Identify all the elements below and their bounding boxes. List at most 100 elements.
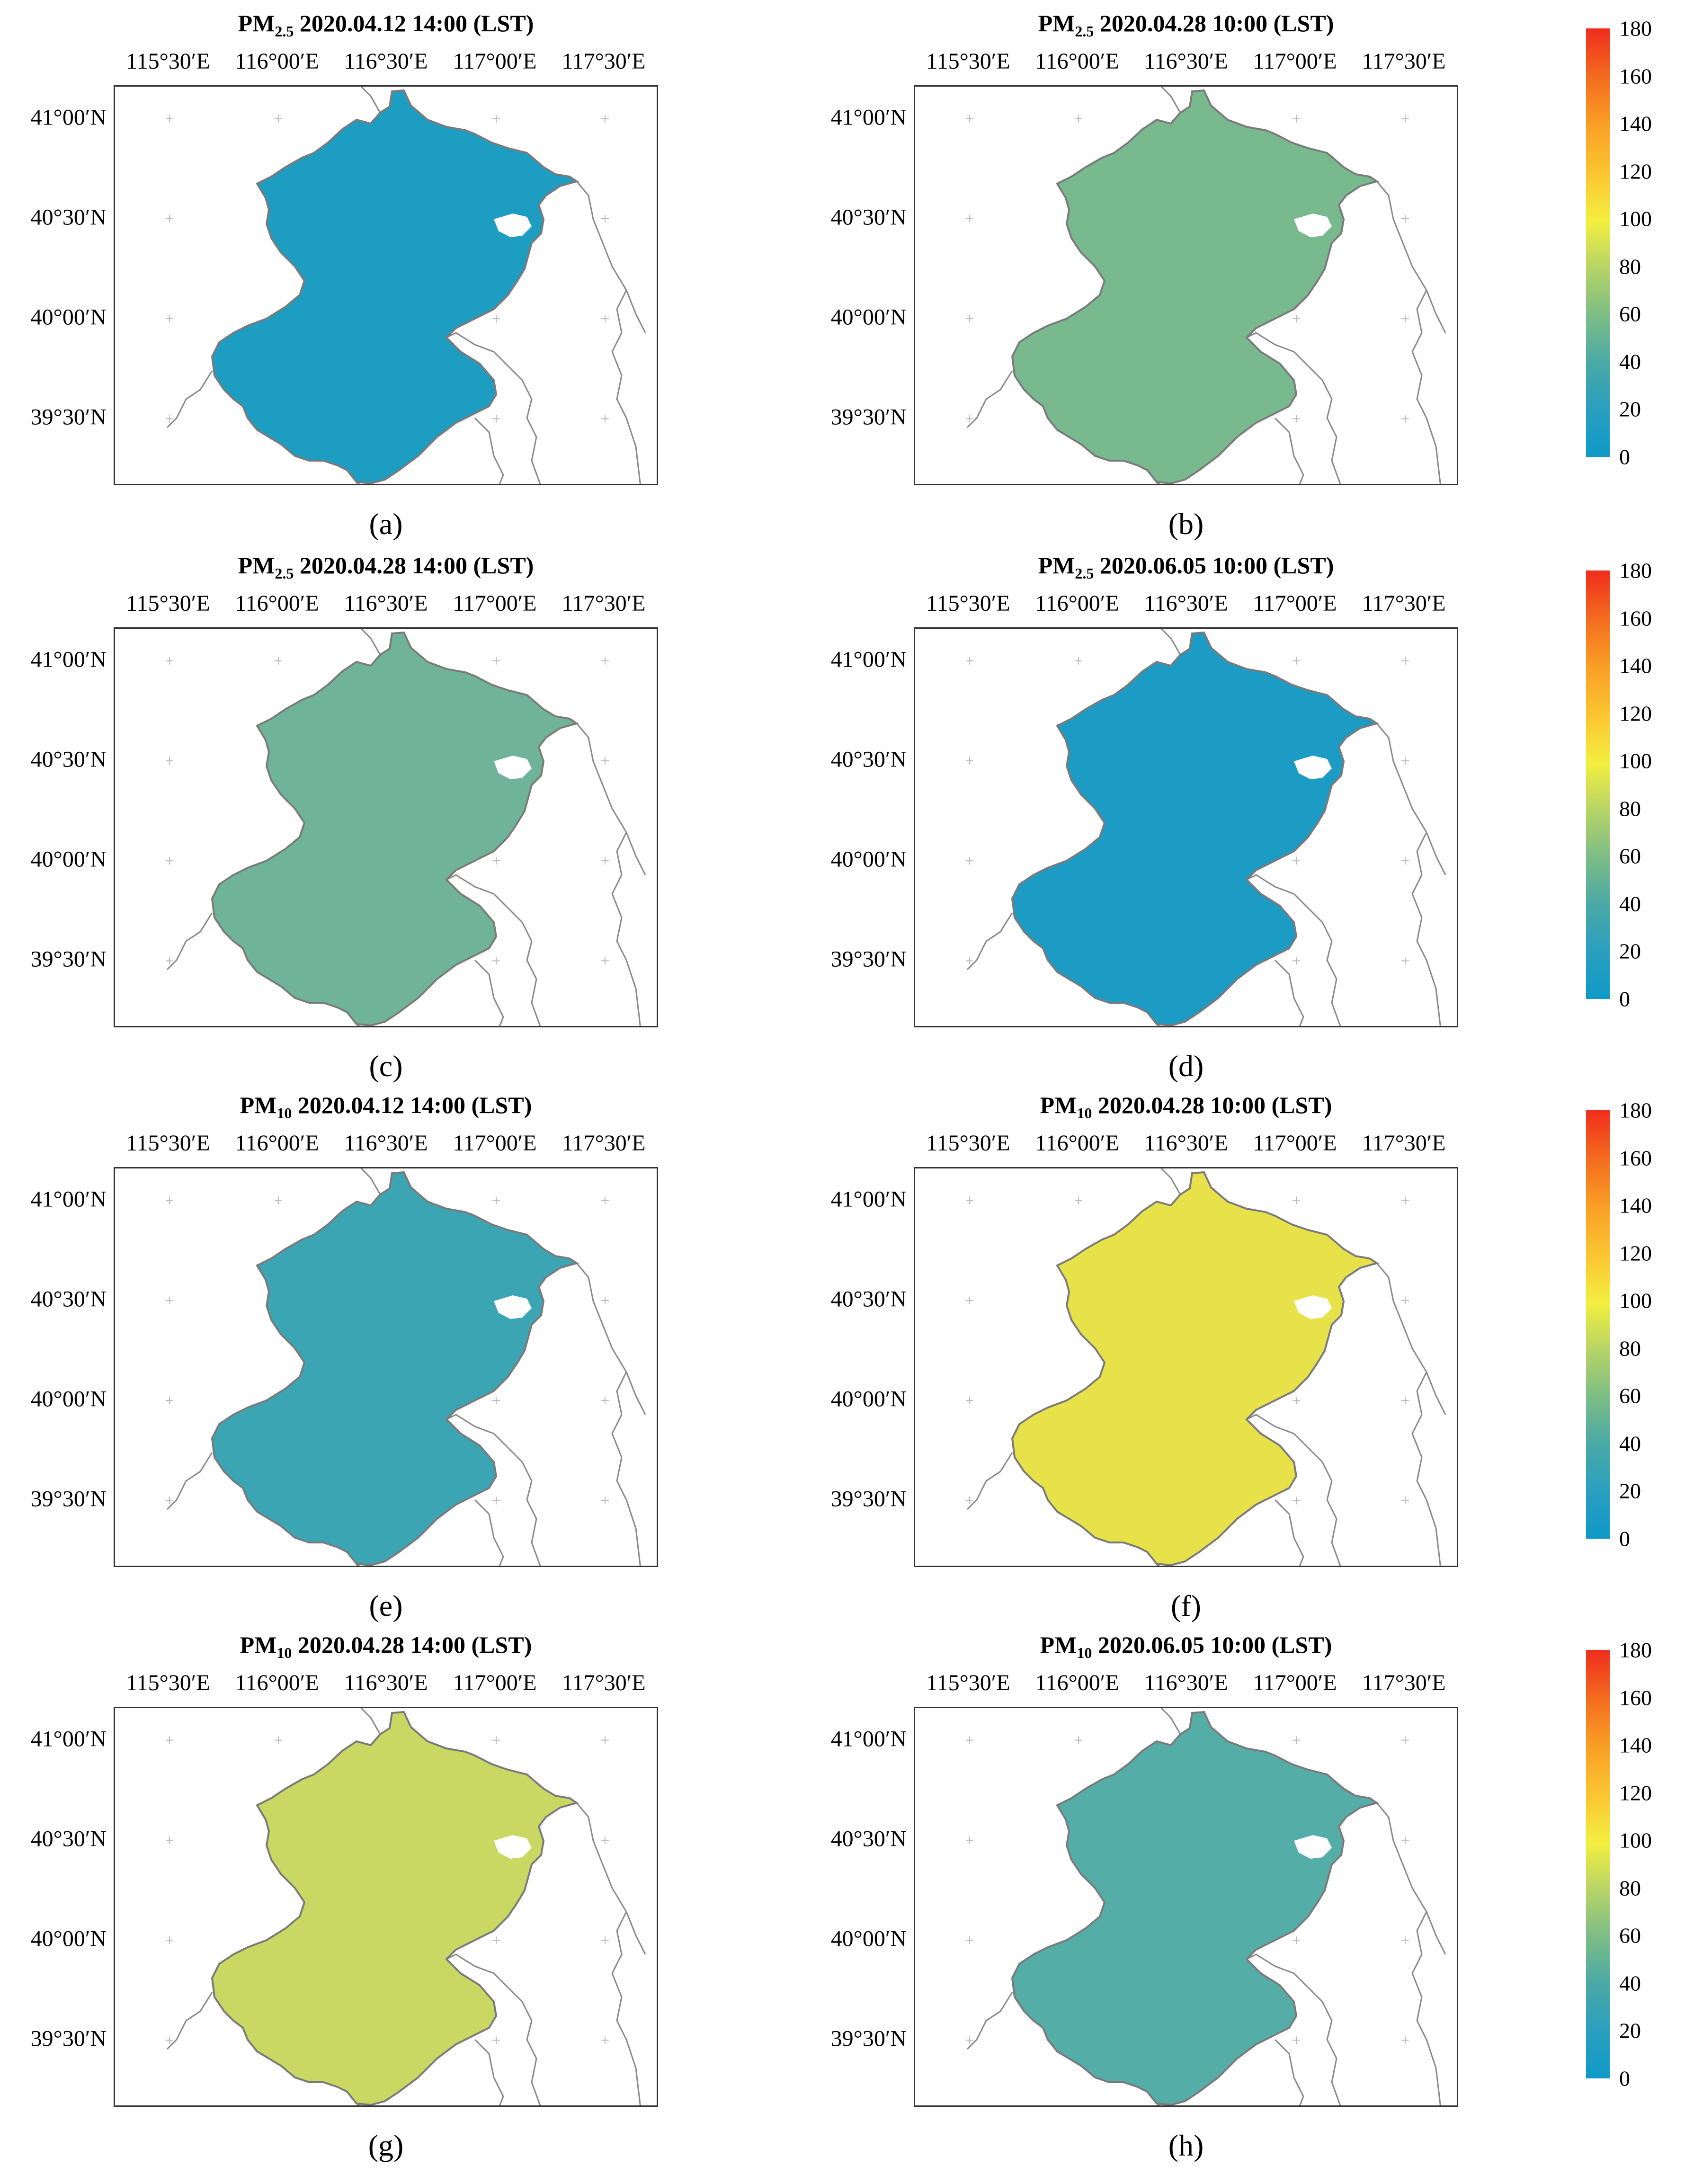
lat-tick-label: 39°30′N xyxy=(830,404,907,430)
lon-tick-label: 117°30′E xyxy=(562,591,646,616)
graticule-cross xyxy=(1401,1736,1409,1744)
map-frame xyxy=(114,1167,658,1567)
boundary-line xyxy=(1411,832,1441,1026)
graticule-cross xyxy=(1293,957,1300,965)
lon-tick-label: 116°00′E xyxy=(235,591,319,616)
colorbar-tick-label: 40 xyxy=(1619,891,1641,916)
graticule-cross xyxy=(492,657,500,665)
missing-data-patch xyxy=(1294,756,1332,779)
colorbar-tick-label: 60 xyxy=(1619,1383,1641,1408)
colorbar-tick-label: 100 xyxy=(1619,206,1652,231)
boundary-line xyxy=(446,1414,541,1566)
colorbar-tick-label: 160 xyxy=(1619,1146,1652,1170)
map-canvas xyxy=(166,87,646,484)
map-canvas xyxy=(166,629,646,1026)
graticule-cross xyxy=(601,957,609,965)
graticule-cross xyxy=(601,1196,609,1204)
graticule-cross xyxy=(492,1497,500,1505)
graticule-cross xyxy=(166,2036,173,2044)
species-subscript: 10 xyxy=(1077,1644,1092,1661)
missing-data-patch xyxy=(494,1835,532,1859)
graticule-cross xyxy=(601,214,609,223)
boundary-line xyxy=(360,1708,381,1735)
panel-title: PM2.5 2020.04.28 10:00 (LST) xyxy=(1038,9,1334,40)
lon-tick-label: 117°00′E xyxy=(1253,1670,1337,1695)
colorbar-tick-label: 120 xyxy=(1619,1781,1652,1805)
graticule-cross xyxy=(1401,315,1409,323)
colorbar-tick-label: 0 xyxy=(1619,987,1630,1011)
datetime-label: 2020.04.12 14:00 (LST) xyxy=(292,1092,532,1118)
datetime-label: 2020.04.12 14:00 (LST) xyxy=(294,10,534,36)
graticule-cross xyxy=(1075,1196,1082,1204)
lat-tick-label: 40°00′N xyxy=(30,1926,107,1952)
datetime-label: 2020.04.28 10:00 (LST) xyxy=(1092,1092,1332,1118)
species-label: PM xyxy=(1040,1631,1077,1658)
graticule-cross xyxy=(1401,1836,1409,1844)
graticule-cross xyxy=(601,1836,609,1844)
boundary-line xyxy=(1411,290,1441,484)
species-label: PM xyxy=(240,1092,277,1118)
graticule-cross xyxy=(492,415,500,423)
graticule-cross xyxy=(166,957,173,965)
graticule-cross xyxy=(966,657,973,665)
boundary-line xyxy=(966,1452,1013,1510)
graticule-cross xyxy=(966,1397,973,1405)
missing-data-patch xyxy=(494,1295,532,1319)
panel-title: PM10 2020.04.28 10:00 (LST) xyxy=(1040,1091,1332,1122)
graticule-cross xyxy=(601,1397,609,1405)
missing-data-patch xyxy=(1294,214,1332,237)
graticule-cross xyxy=(1401,857,1409,865)
colorbar-tick-label: 20 xyxy=(1619,939,1641,963)
boundary-line xyxy=(166,1452,213,1510)
datetime-label: 2020.06.05 10:00 (LST) xyxy=(1092,1631,1332,1658)
boundary-line xyxy=(166,1992,213,2050)
boundary-line xyxy=(474,2039,504,2105)
species-subscript: 2.5 xyxy=(1075,23,1094,40)
boundary-line xyxy=(360,1168,381,1195)
lon-tick-label: 116°00′E xyxy=(1035,1131,1119,1156)
graticule-cross xyxy=(601,115,609,123)
lon-tick-label: 116°00′E xyxy=(1035,49,1119,74)
graticule-cross xyxy=(492,115,500,123)
lon-tick-label: 117°00′E xyxy=(453,49,537,74)
panel-title: PM10 2020.04.28 14:00 (LST) xyxy=(240,1631,532,1662)
map-frame xyxy=(114,85,658,485)
panel-title: PM10 2020.04.12 14:00 (LST) xyxy=(240,1091,532,1122)
colorbar-tick-label: 140 xyxy=(1619,111,1652,136)
lon-tick-label: 116°30′E xyxy=(1144,49,1228,74)
graticule-cross xyxy=(492,1936,500,1944)
colorbar: 180 160 140 120 100 80 60 40 20 0 xyxy=(1586,17,1671,469)
beijing-region xyxy=(211,1171,579,1566)
beijing-region xyxy=(1011,631,1379,1026)
panel-letter: (e) xyxy=(369,1589,403,1622)
species-subscript: 10 xyxy=(276,1644,292,1661)
graticule-cross xyxy=(966,2036,973,2044)
colorbar-tick-label: 120 xyxy=(1619,159,1652,184)
colorbar-tick-label: 100 xyxy=(1619,1288,1652,1313)
graticule-cross xyxy=(966,957,973,965)
lon-tick-label: 117°30′E xyxy=(1362,49,1446,74)
panel-title: PM2.5 2020.06.05 10:00 (LST) xyxy=(1038,552,1334,582)
graticule-cross xyxy=(166,315,173,323)
colorbar-tick-label: 140 xyxy=(1619,1733,1652,1757)
datetime-label: 2020.04.28 14:00 (LST) xyxy=(292,1631,532,1658)
boundary-line xyxy=(1376,1802,1446,1955)
lat-tick-label: 40°30′N xyxy=(30,747,107,772)
datetime-label: 2020.04.28 10:00 (LST) xyxy=(1094,10,1334,36)
graticule-cross xyxy=(492,1196,500,1204)
species-subscript: 10 xyxy=(276,1105,292,1122)
boundary-line xyxy=(166,370,213,428)
graticule-cross xyxy=(1293,1397,1300,1405)
lon-tick-label: 116°30′E xyxy=(344,1670,428,1695)
colorbar-tick-label: 40 xyxy=(1619,1431,1641,1456)
panel-letter: (b) xyxy=(1168,507,1204,541)
colorbar-tick-label: 120 xyxy=(1619,1241,1652,1266)
graticule-cross xyxy=(1293,1736,1300,1744)
graticule-cross xyxy=(966,315,973,323)
colorbar-tick-label: 140 xyxy=(1619,653,1652,678)
map-frame xyxy=(914,1167,1458,1567)
graticule-cross xyxy=(275,657,282,665)
missing-data-patch xyxy=(1294,1295,1332,1319)
boundary-line xyxy=(1274,2039,1304,2105)
lat-tick-label: 40°00′N xyxy=(830,304,907,330)
